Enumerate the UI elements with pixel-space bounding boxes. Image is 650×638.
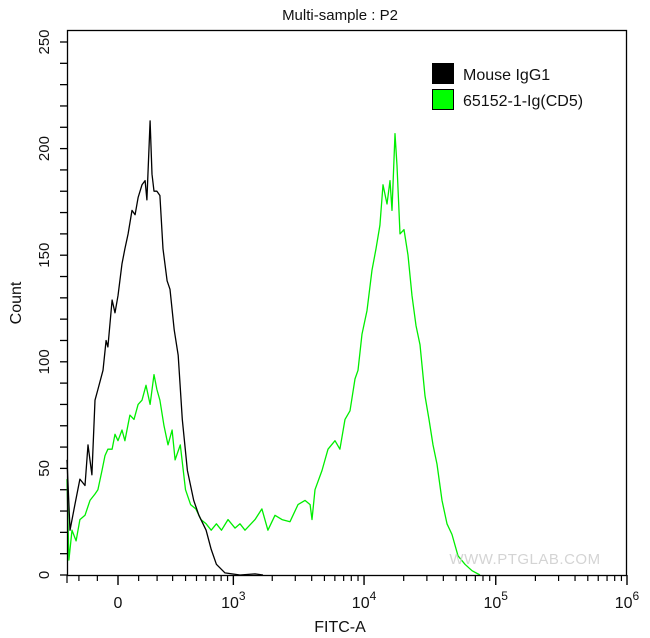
series-line-65152-1-ig-cd5- <box>66 133 481 576</box>
plot-frame <box>66 29 628 577</box>
y-axis-label: Count <box>8 281 25 324</box>
y-tick-label: 250 <box>36 29 53 54</box>
x-tick-label: 0 <box>114 595 123 612</box>
x-tick-label: 105 <box>484 589 509 612</box>
y-tick-label: 50 <box>36 460 53 477</box>
x-tick-label: 106 <box>615 589 640 612</box>
series-group <box>66 120 481 576</box>
legend-swatch-cd5 <box>432 89 454 110</box>
axis-ticks: 0 50 100 150 200 250 0 103 104 105 106 <box>36 29 640 612</box>
x-axis-label: FITC-A <box>314 619 366 636</box>
legend: Mouse IgG1 65152-1-Ig(CD5) <box>432 63 583 110</box>
legend-swatch-mouse-igg1 <box>432 63 454 84</box>
y-tick-label: 0 <box>36 571 53 579</box>
y-tick-label: 100 <box>36 349 53 374</box>
y-tick-label: 150 <box>36 243 53 268</box>
y-tick-label: 200 <box>36 136 53 161</box>
chart-title: Multi-sample : P2 <box>282 7 398 24</box>
x-tick-label: 104 <box>352 589 377 612</box>
legend-label-mouse-igg1: Mouse IgG1 <box>463 67 550 84</box>
x-tick-label: 103 <box>221 589 246 612</box>
watermark: WWW.PTGLAB.COM <box>449 551 600 568</box>
legend-label-cd5: 65152-1-Ig(CD5) <box>463 93 583 110</box>
series-line-mouse-igg1 <box>66 120 264 576</box>
